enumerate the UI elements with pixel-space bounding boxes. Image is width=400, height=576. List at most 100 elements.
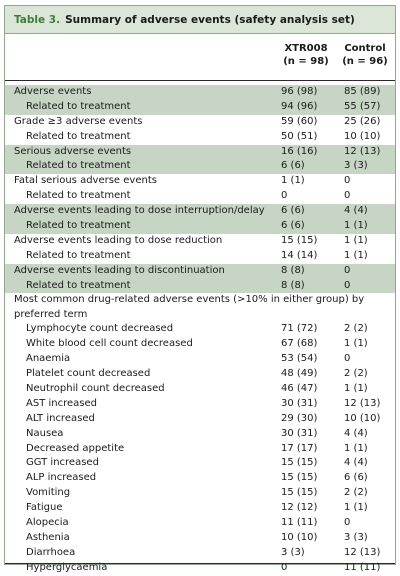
cell-control: 12 (13) xyxy=(344,546,381,558)
row-label: Asthenia xyxy=(26,531,70,543)
row-label: Diarrhoea xyxy=(26,546,76,558)
row-label: Related to treatment xyxy=(26,190,131,202)
table-row: Platelet count decreased 48 (49) 2 (2) xyxy=(5,367,395,382)
column-headers: XTR008 (n = 98) Control (n = 96) xyxy=(5,34,395,81)
cell-xtr008: 30 (31) xyxy=(281,397,318,409)
table-title: Summary of adverse events (safety analys… xyxy=(65,13,355,26)
table-row: Related to treatment 14 (14) 1 (1) xyxy=(5,249,395,264)
adverse-events-table: Table 3. Summary of adverse events (safe… xyxy=(4,5,396,573)
table-bottom-rule xyxy=(5,563,395,564)
row-label: Serious adverse events xyxy=(14,145,132,157)
table-row: Alopecia 11 (11) 0 xyxy=(5,516,395,531)
table-row: Asthenia 10 (10) 3 (3) xyxy=(5,531,395,546)
table-row: Related to treatment 6 (6) 1 (1) xyxy=(5,219,395,234)
cell-xtr008: 15 (15) xyxy=(281,234,318,246)
cell-control: 55 (57) xyxy=(344,100,381,112)
cell-xtr008: 71 (72) xyxy=(281,323,318,335)
cell-xtr008: 1 (1) xyxy=(281,175,305,187)
row-label: Decreased appetite xyxy=(26,442,125,454)
cell-control: 85 (89) xyxy=(344,86,381,97)
row-label: White blood cell count decreased xyxy=(26,338,193,350)
row-label: Related to treatment xyxy=(26,130,131,142)
table-row: Neutrophil count decreased 46 (47) 1 (1) xyxy=(5,382,395,397)
table-row: AST increased 30 (31) 12 (13) xyxy=(5,397,395,412)
row-label: Related to treatment xyxy=(26,220,131,232)
cell-control: 2 (2) xyxy=(344,487,368,499)
table-row: Decreased appetite 17 (17) 1 (1) xyxy=(5,442,395,457)
cell-xtr008: 50 (51) xyxy=(281,130,318,142)
row-label: Fatal serious adverse events xyxy=(14,175,157,187)
cell-control: 0 xyxy=(344,264,351,276)
cell-xtr008: 11 (11) xyxy=(281,517,318,529)
cell-xtr008: 59 (60) xyxy=(281,115,318,127)
table-row: Hyperglycaemia 0 11 (11) xyxy=(5,561,395,576)
table-row: Serious adverse events 16 (16) 12 (13) xyxy=(5,144,395,160)
cell-control: 4 (4) xyxy=(344,457,368,469)
row-label: Grade ≥3 adverse events xyxy=(14,115,143,127)
table-row: Related to treatment 0 0 xyxy=(5,189,395,204)
cell-xtr008: 10 (10) xyxy=(281,531,318,543)
table-row: White blood cell count decreased 67 (68) 1… xyxy=(5,337,395,352)
table-row: Anaemia 53 (54) 0 xyxy=(5,352,395,367)
cell-control: 4 (4) xyxy=(344,427,368,439)
table-row: Adverse events 96 (98) 85 (89) xyxy=(5,85,395,100)
cell-control: 1 (1) xyxy=(344,234,368,246)
cell-xtr008: 29 (30) xyxy=(281,412,318,424)
row-label: Adverse events leading to dose reduction xyxy=(14,234,223,246)
cell-xtr008: 6 (6) xyxy=(281,160,305,172)
cell-control: 4 (4) xyxy=(344,205,368,217)
table-row: Adverse events leading to dose reduction… xyxy=(5,234,395,249)
table-number: Table 3. xyxy=(14,13,61,26)
cell-control: 0 xyxy=(344,517,351,529)
cell-xtr008: 15 (15) xyxy=(281,487,318,499)
row-label: Related to treatment xyxy=(26,160,131,172)
cell-xtr008: 17 (17) xyxy=(281,442,318,454)
cell-control: 11 (11) xyxy=(344,561,381,573)
column-n: (n = 98) xyxy=(283,56,329,67)
cell-xtr008: 8 (8) xyxy=(281,279,305,291)
cell-xtr008: 12 (12) xyxy=(281,502,318,514)
row-label: Anaemia xyxy=(26,353,71,365)
cell-xtr008: 14 (14) xyxy=(281,249,318,261)
cell-control: 12 (13) xyxy=(344,145,381,157)
table-row: Fatal serious adverse events 1 (1) 0 xyxy=(5,174,395,189)
cell-control: 1 (1) xyxy=(344,249,368,261)
row-label: Related to treatment xyxy=(26,279,131,291)
table-row: Related to treatment 94 (96) 55 (57) xyxy=(5,99,395,115)
row-label: Related to treatment xyxy=(26,100,131,112)
cell-control: 12 (13) xyxy=(344,397,381,409)
column-name: XTR008 xyxy=(284,43,328,54)
table-caption: Table 3. Summary of adverse events (safe… xyxy=(5,6,395,34)
cell-control: 2 (2) xyxy=(344,368,368,380)
table-row: Related to treatment 8 (8) 0 xyxy=(5,278,395,294)
cell-control: 6 (6) xyxy=(344,472,368,484)
cell-xtr008: 46 (47) xyxy=(281,383,318,395)
row-label: Adverse events xyxy=(14,86,92,97)
row-label: Hyperglycaemia xyxy=(26,561,108,573)
cell-control: 0 xyxy=(344,353,351,365)
cell-control: 25 (26) xyxy=(344,115,381,127)
cell-xtr008: 15 (15) xyxy=(281,457,318,469)
cell-xtr008: 16 (16) xyxy=(281,145,318,157)
cell-control: 3 (3) xyxy=(344,160,368,172)
row-label: Vomiting xyxy=(26,487,71,499)
row-label: Neutrophil count decreased xyxy=(26,383,165,395)
row-label: Lymphocyte count decreased xyxy=(26,323,174,335)
row-label: ALT increased xyxy=(26,412,95,424)
cell-control: 1 (1) xyxy=(344,220,368,232)
cell-control: 10 (10) xyxy=(344,412,381,424)
row-label: Alopecia xyxy=(26,517,69,529)
cell-xtr008: 67 (68) xyxy=(281,338,318,350)
table-row: Diarrhoea 3 (3) 12 (13) xyxy=(5,546,395,561)
row-label: Adverse events leading to dose interrupt… xyxy=(14,205,265,217)
cell-control: 3 (3) xyxy=(344,531,368,543)
table-body: Adverse events 96 (98) 85 (89) Related to t… xyxy=(5,81,395,576)
cell-control: 1 (1) xyxy=(344,502,368,514)
cell-control: 1 (1) xyxy=(344,383,368,395)
table-row: Adverse events leading to discontinuatio… xyxy=(5,263,395,279)
column-n: (n = 96) xyxy=(342,56,388,67)
row-label: Platelet count decreased xyxy=(26,368,151,380)
subsection-heading: Most common drug-related adverse events … xyxy=(5,293,395,322)
subsection-title: Most common drug-related adverse events … xyxy=(14,294,365,320)
cell-control: 0 xyxy=(344,279,351,291)
